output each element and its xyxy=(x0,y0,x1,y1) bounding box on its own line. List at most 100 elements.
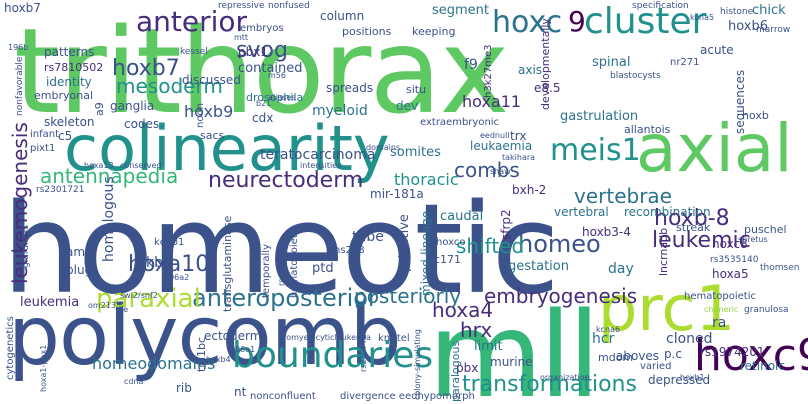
word-myeloid: myeloid xyxy=(312,103,368,119)
word-codes: codes xyxy=(124,117,160,131)
word-conserved: conserved xyxy=(120,161,162,170)
word-colony: colony-simulating xyxy=(413,329,422,400)
word-acute: acute xyxy=(700,43,734,57)
word-homologous: homologous xyxy=(101,176,117,262)
word-196a2: 196a2 xyxy=(164,273,190,282)
word-varied: varied xyxy=(640,361,672,372)
word-shaw: shaw xyxy=(490,167,511,176)
word-shifted: shifted xyxy=(456,234,525,258)
word-transformations: transformations xyxy=(462,372,637,397)
word-ptd: ptd xyxy=(312,261,334,276)
word-hoxa13: hoxa13 xyxy=(84,161,114,170)
word-knittel: knittel xyxy=(378,333,410,344)
word-axis: axis xyxy=(518,63,543,77)
word-hoxb6: hoxb6 xyxy=(728,19,769,34)
word-cdx: cdx xyxy=(252,111,274,125)
word-gastrulation: gastrulation xyxy=(560,109,639,124)
word-kcna6: kcna6 xyxy=(596,325,621,334)
word-hrx: hrx xyxy=(460,318,493,342)
word-pbx: pbx xyxy=(456,361,479,375)
word-hoxb34: hoxb3-4 xyxy=(582,225,631,239)
word-rs2307720: rs2307720 xyxy=(359,328,368,372)
word-nonfavorable: nonfavorable xyxy=(15,56,25,116)
word-pbx1: pbx1 xyxy=(238,45,268,59)
word-identity: identity xyxy=(46,75,92,89)
word-paraxial: paraxial xyxy=(96,284,201,314)
word-h3k27me3: h3k27me3 xyxy=(483,44,494,98)
word-hematopoietic: hematopoietic xyxy=(289,226,300,298)
word-a9: a9 xyxy=(93,102,106,116)
word-hoxc: hoxc xyxy=(492,5,563,40)
word-takihara: takihara xyxy=(502,153,536,162)
word-hcr: hcr xyxy=(592,331,615,347)
word-swi2snf2: swi2/snf2 xyxy=(120,291,158,300)
word-blastocysts: blastocysts xyxy=(610,71,661,81)
word-mtt: mtt xyxy=(234,33,249,42)
word-kcnb1: kcnb1 xyxy=(154,237,185,248)
word-posteriorly: posteriorly xyxy=(354,284,462,308)
word-cloned: cloned xyxy=(666,331,713,347)
word-aml: aml xyxy=(66,245,89,259)
word-somites: somites xyxy=(390,145,441,160)
word-ganglia: ganglia xyxy=(110,99,155,113)
word-murine: murine xyxy=(490,355,533,369)
word-cytogenetics: cytogenetics xyxy=(5,316,16,380)
word-rs2301721: rs2301721 xyxy=(36,185,85,195)
word-pixt1: pixt1 xyxy=(30,143,56,154)
word-thomsen: thomsen xyxy=(760,263,800,273)
word-b21: b21 xyxy=(256,99,272,108)
word-marrow: marrow xyxy=(756,25,791,35)
word-sacs: sacs xyxy=(200,129,225,142)
word-tube: tube xyxy=(352,229,384,245)
word-recombination: recombination xyxy=(624,205,711,219)
word-lncrnadb: lncrnadb xyxy=(657,227,670,276)
word-nr271: nr271 xyxy=(670,57,700,68)
word-prc1: prc1 xyxy=(598,272,736,345)
word-day: day xyxy=(608,261,634,277)
word-combs: combs xyxy=(454,158,520,182)
word-eednull: eednull xyxy=(480,131,510,140)
word-keeping: keeping xyxy=(412,25,456,38)
word-mir181a: mir-181a xyxy=(370,187,424,201)
word-hoxb4: hoxb4 xyxy=(206,355,231,364)
word-histone: histone xyxy=(720,7,754,17)
word-boundaries: boundaries xyxy=(232,335,434,376)
word-colinearity: colinearity xyxy=(64,112,390,185)
word-cluster: cluster xyxy=(584,1,707,42)
word-sfrp2: sfrp2 xyxy=(499,209,513,240)
word-homeodomains: homeodomains xyxy=(92,354,216,373)
word-hoxb7-top: hoxb7 xyxy=(4,1,41,15)
word-196a1: 196a1 xyxy=(230,345,256,354)
word-hoxb1: hoxb1 xyxy=(680,373,705,382)
word-sequences: sequences xyxy=(733,69,747,134)
word-neurectoderm: neurectoderm xyxy=(208,168,364,193)
word-anteroposterior: anteroposterior xyxy=(192,284,378,312)
word-segment: segment xyxy=(432,3,490,18)
word-intensities: intensities xyxy=(300,161,342,170)
word-drosophila: drosophila xyxy=(246,91,304,104)
word-granulosa: granulosa xyxy=(744,305,789,315)
word-dev: dev xyxy=(396,99,419,113)
word-axial: axial xyxy=(636,110,793,187)
word-hoxa4: hoxa4 xyxy=(432,298,494,322)
word-chick: chick xyxy=(752,3,786,18)
word-repressive: repressive xyxy=(218,1,265,11)
word-bxh2: bxh-2 xyxy=(512,183,547,197)
word-mesoderm: mesoderm xyxy=(116,74,223,98)
word-contained: contained xyxy=(238,61,303,76)
word-patterns: patterns xyxy=(44,45,95,59)
word-noon: noon xyxy=(195,103,206,128)
word-mdom: mdom xyxy=(598,351,634,364)
word-limit: limit xyxy=(474,339,503,354)
word-retinoic: retinoic xyxy=(740,359,785,373)
word-mll: mll xyxy=(428,286,601,404)
word-embryos: embryos xyxy=(240,23,284,34)
word-organization: organization xyxy=(540,373,590,382)
word-hoxa11: hoxa11 xyxy=(462,92,522,111)
word-aboves: aboves xyxy=(616,349,660,363)
word-e85: e8.5 xyxy=(534,81,561,95)
word-embryonal: embryonal xyxy=(34,89,93,102)
word-divergence: divergence eedhypomorph xyxy=(340,391,475,402)
word-hoxb-small: hoxb xyxy=(742,109,769,122)
